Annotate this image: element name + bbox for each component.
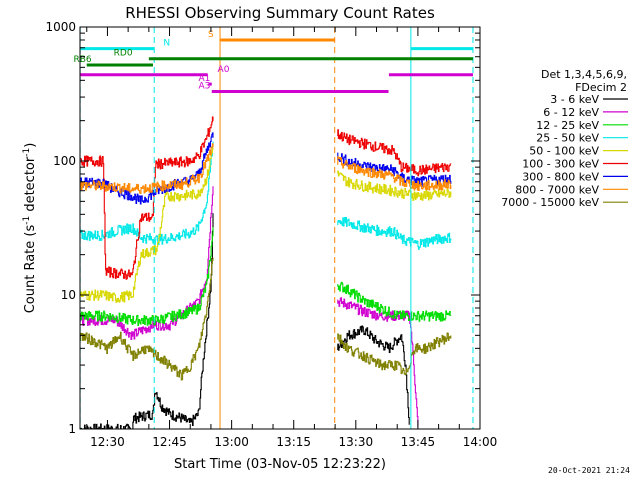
y-axis-label: Count Rate (s-1 detector-1) [22,143,38,314]
legend-item-8: 7000 - 15000 keV [501,196,599,209]
flag-label-A1: A1 [199,74,211,84]
chart-title: RHESSI Observing Summary Count Rates [125,4,435,22]
x-tick-label-6: 14:00 [463,435,498,449]
series-line-8-seg-0 [80,257,214,381]
series-line-5-seg-1 [337,129,452,177]
plot-frame [79,26,481,430]
flag-label-A3: A3 [199,82,211,92]
series-line-7-seg-1 [337,156,452,191]
series-line-4-seg-0 [80,148,214,303]
flag-label-RB6: RB6 [74,55,92,65]
series-line-0-seg-1 [337,325,410,425]
series-line-0-seg-0 [80,213,214,430]
series-line-3-seg-1 [337,216,452,250]
footer-date: 20-Oct-2021 21:24 [548,466,630,475]
x-tick-label-3: 13:15 [276,435,311,449]
legend-item-0: 3 - 6 keV [550,93,599,106]
series-curves [80,116,452,430]
y-axis-ticks: 1 10 100 1000 [45,20,480,436]
x-axis-ticks: 12:30 12:45 13:00 13:15 13:30 13:45 14:00 [86,27,498,449]
series-line-8-seg-1 [337,332,452,376]
y-axis-label-sup2: -1 [22,148,32,157]
legend-item-7: 800 - 7000 keV [515,183,599,196]
y-tick-label-2: 100 [53,154,76,168]
legend-header-line-1: FDecim 2 [575,81,627,94]
y-tick-label-0: 1 [68,422,76,436]
series-line-2-seg-1 [337,281,452,322]
series-line-6-seg-1 [337,152,452,187]
x-tick-label-5: 13:45 [401,435,436,449]
legend-item-2: 12 - 25 keV [536,119,599,132]
x-tick-label-0: 12:30 [90,435,125,449]
y-axis-label-prefix: Count Rate (s [23,225,38,314]
flag-label-N: N [163,39,170,49]
flag-label-S: S [208,30,214,40]
legend-item-1: 6 - 12 keV [543,106,599,119]
y-tick-label-1: 10 [61,288,76,302]
y-tick-label-3: 1000 [45,20,76,34]
legend-item-3: 25 - 50 keV [536,132,599,145]
series-line-7-seg-0 [80,143,214,194]
y-axis-label-sup1: -1 [22,216,32,225]
flag-label-RD0: RD0 [114,49,133,59]
x-tick-label-4: 13:30 [339,435,374,449]
legend-item-6: 300 - 800 keV [522,170,599,183]
legend-item-4: 50 - 100 keV [529,145,599,158]
y-axis-label-suffix: ) [23,143,38,148]
series-line-4-seg-1 [337,170,452,201]
series-line-3-seg-0 [80,141,214,246]
legend-header-line-0: Det 1,3,4,5,6,9, [541,68,627,81]
x-tick-label-1: 12:45 [152,435,187,449]
series-line-5-seg-0 [80,116,214,280]
series-line-2-seg-0 [80,227,214,327]
flag-label-A0: A0 [218,65,230,75]
series-line-1-seg-0 [80,186,214,341]
x-axis-label: Start Time (03-Nov-05 12:23:22) [174,457,386,472]
x-tick-label-2: 13:00 [214,435,249,449]
y-axis-label-mid: detector [23,156,38,216]
legend-item-5: 100 - 300 keV [522,158,599,171]
